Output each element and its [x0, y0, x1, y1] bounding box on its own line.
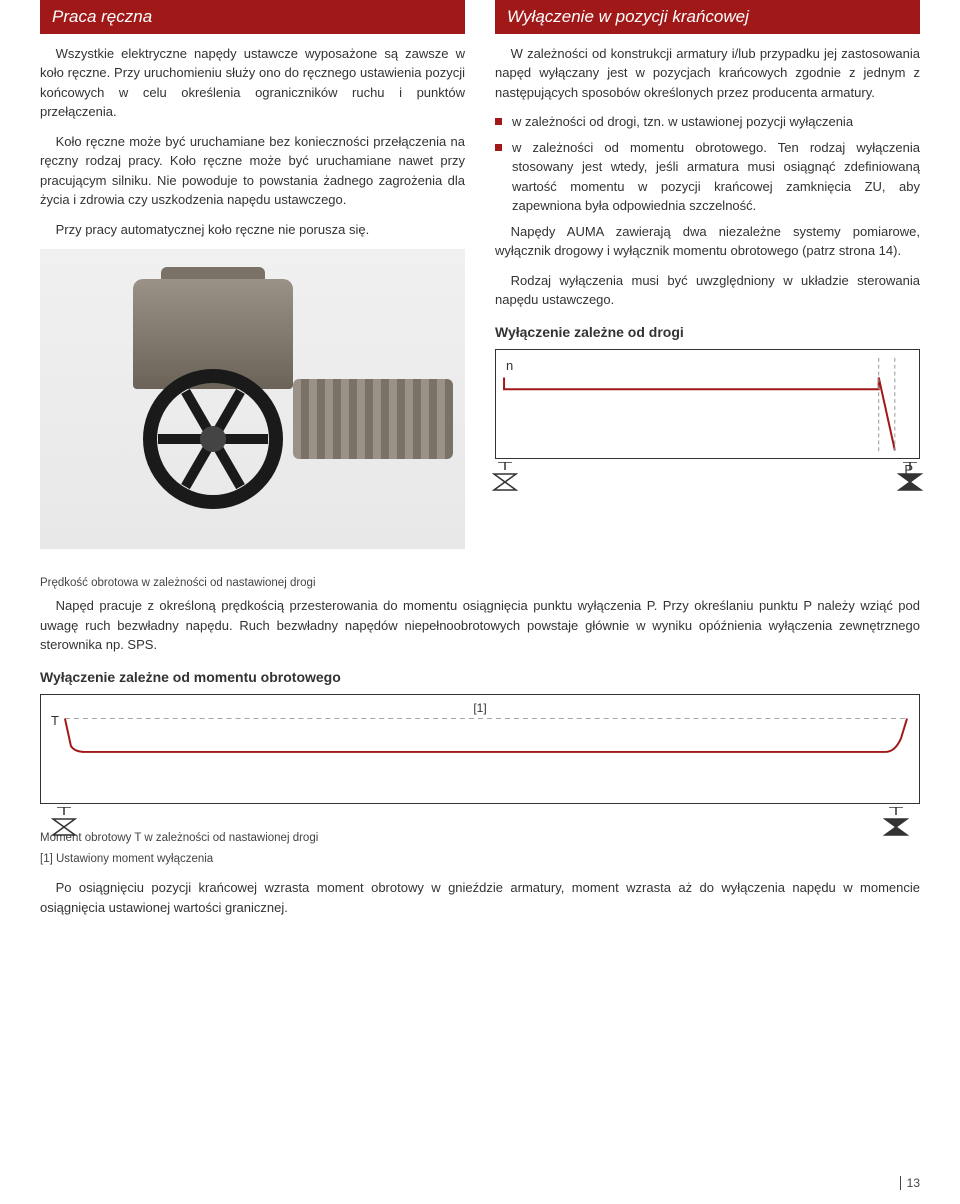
- valve-open-icon: [492, 462, 518, 492]
- bullet-text-1: w zależności od drogi, tzn. w ustawionej…: [512, 112, 920, 132]
- chart1-svg: [496, 350, 919, 458]
- bullet-item: w zależności od drogi, tzn. w ustawionej…: [495, 112, 920, 132]
- right-paragraph-1: W zależności od konstrukcji armatury i/l…: [495, 44, 920, 103]
- chart2-caption-a: Moment obrotowy T w zależności od nastaw…: [40, 830, 920, 847]
- left-paragraph-1: Wszystkie elektryczne napędy ustawcze wy…: [40, 44, 465, 122]
- subheading-travel: Wyłączenie zależne od drogi: [495, 322, 920, 343]
- chart1-caption: Prędkość obrotowa w zależności od nastaw…: [40, 575, 920, 592]
- paragraph-torque-desc: Po osiągnięciu pozycji krańcowej wzrasta…: [40, 878, 920, 917]
- valve-open-icon: [51, 807, 77, 837]
- section-header-right: Wyłączenie w pozycji krańcowej: [495, 0, 920, 34]
- chart2-caption-b: [1] Ustawiony moment wyłączenia: [40, 851, 920, 868]
- subheading-torque: Wyłączenie zależne od momentu obrotowego: [40, 667, 920, 688]
- valve-closed-icon: [897, 462, 923, 492]
- actuator-product-image: [40, 249, 465, 549]
- left-paragraph-3: Przy pracy automatycznej koło ręczne nie…: [40, 220, 465, 240]
- bullet-icon: [495, 118, 502, 125]
- page-number: 13: [900, 1174, 920, 1192]
- right-paragraph-3: Rodzaj wyłączenia musi być uwzględniony …: [495, 271, 920, 310]
- chart1-y-label: n: [506, 356, 513, 376]
- bullet-icon: [495, 144, 502, 151]
- right-paragraph-2: Napędy AUMA zawierają dwa niezależne sys…: [495, 222, 920, 261]
- chart2-ref-label: [1]: [473, 699, 486, 717]
- paragraph-travel-desc: Napęd pracuje z określoną prędkością prz…: [40, 596, 920, 655]
- chart-torque-dependent: T [1]: [40, 694, 920, 804]
- section-header-left: Praca ręczna: [40, 0, 465, 34]
- chart-travel-dependent: n P: [495, 349, 920, 459]
- valve-closed-icon: [883, 807, 909, 837]
- chart2-y-label: T: [51, 711, 59, 731]
- left-paragraph-2: Koło ręczne może być uruchamiane bez kon…: [40, 132, 465, 210]
- bullet-item: w zależności od momentu obrotowego. Ten …: [495, 138, 920, 216]
- bullet-text-2: w zależności od momentu obrotowego. Ten …: [512, 138, 920, 216]
